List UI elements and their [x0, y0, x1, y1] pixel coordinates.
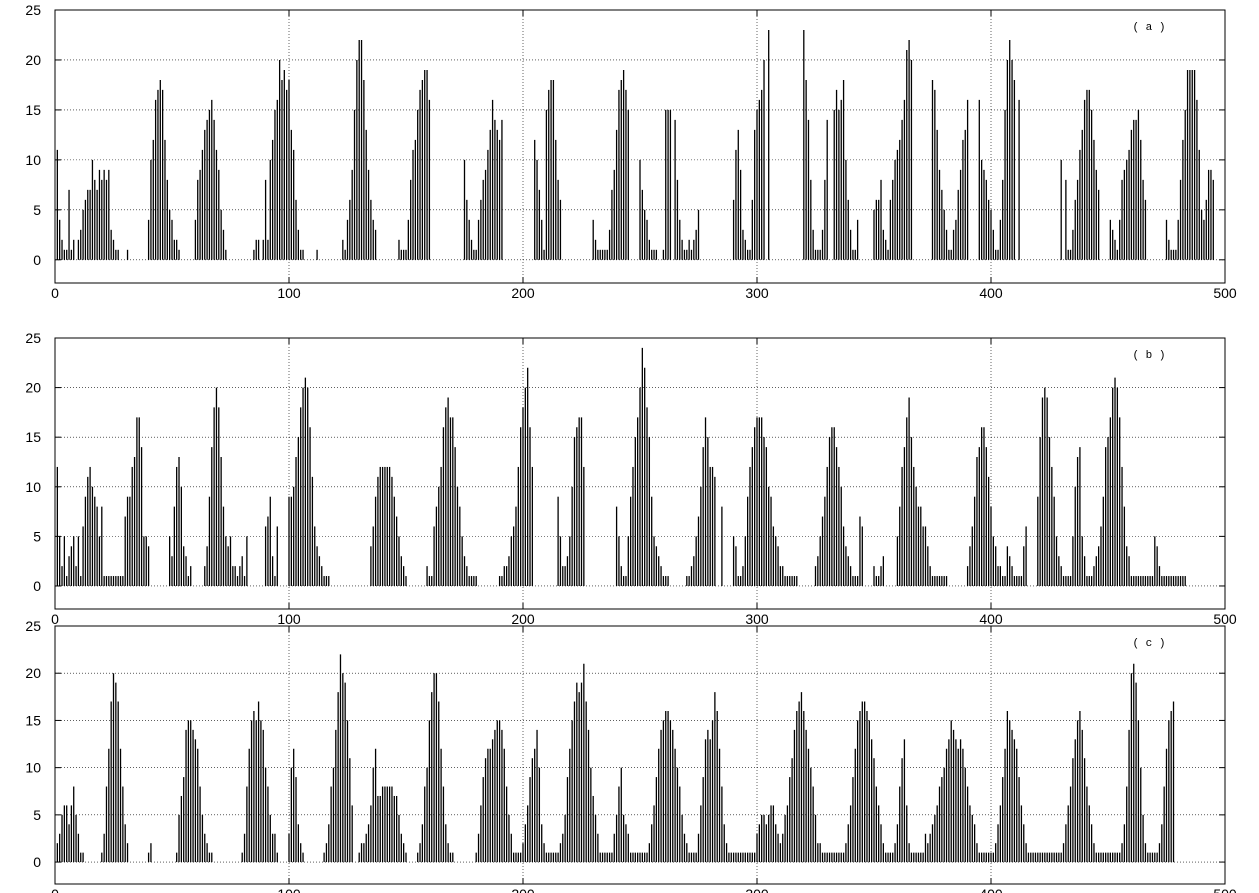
y-tick-label: 25 [25, 330, 41, 346]
panel-a: 0 5 10 15 20 25 0 100 200 300 400 500 ( a ) [25, 2, 1236, 301]
y-tick-label: 5 [33, 202, 41, 218]
x-tick-label: 500 [1213, 611, 1237, 627]
y-tick-label: 15 [25, 102, 41, 118]
x-tick-label: 200 [511, 611, 535, 627]
x-tick-label: 400 [979, 611, 1003, 627]
y-tick-label: 0 [33, 578, 41, 594]
x-tick-label: 100 [277, 886, 301, 893]
x-tick-label: 400 [979, 886, 1003, 893]
panel-label-b: ( b ) [1132, 350, 1165, 362]
y-tick-label: 15 [25, 712, 41, 728]
panel-c: 0 5 10 15 20 25 0 100 200 300 400 500 ( c ) [25, 618, 1236, 893]
y-tick-label: 0 [33, 252, 41, 268]
y-tick-label: 20 [25, 52, 41, 68]
panel-b: 0 5 10 15 20 25 0 100 200 300 400 500 ( b ) [25, 330, 1236, 627]
y-tick-label: 10 [25, 152, 41, 168]
x-tick-label: 200 [511, 886, 535, 893]
y-tick-label: 5 [33, 807, 41, 823]
x-tick-label: 300 [745, 611, 769, 627]
y-tick-label: 20 [25, 665, 41, 681]
y-tick-label: 10 [25, 479, 41, 495]
x-tick-label: 0 [51, 886, 59, 893]
plot-frame [54, 9, 1226, 284]
x-tick-label: 500 [1213, 285, 1237, 301]
y-tick-label: 20 [25, 380, 41, 396]
y-tick-label: 25 [25, 618, 41, 634]
x-tick-label: 200 [511, 285, 535, 301]
x-tick-label: 400 [979, 285, 1003, 301]
x-tick-label: 100 [277, 285, 301, 301]
x-tick-label: 100 [277, 611, 301, 627]
x-tick-label: 500 [1213, 886, 1237, 893]
plot-frame [54, 625, 1226, 885]
panel-label-c: ( c ) [1132, 638, 1165, 650]
panel-label-a: ( a ) [1132, 22, 1165, 34]
x-tick-label: 300 [745, 285, 769, 301]
x-tick-label: 0 [51, 285, 59, 301]
plot-frame [54, 337, 1226, 610]
y-tick-label: 15 [25, 429, 41, 445]
x-tick-label: 0 [51, 611, 59, 627]
y-tick-label: 5 [33, 528, 41, 544]
y-tick-label: 25 [25, 2, 41, 18]
x-tick-label: 300 [745, 886, 769, 893]
y-tick-label: 0 [33, 854, 41, 870]
y-tick-label: 10 [25, 760, 41, 776]
